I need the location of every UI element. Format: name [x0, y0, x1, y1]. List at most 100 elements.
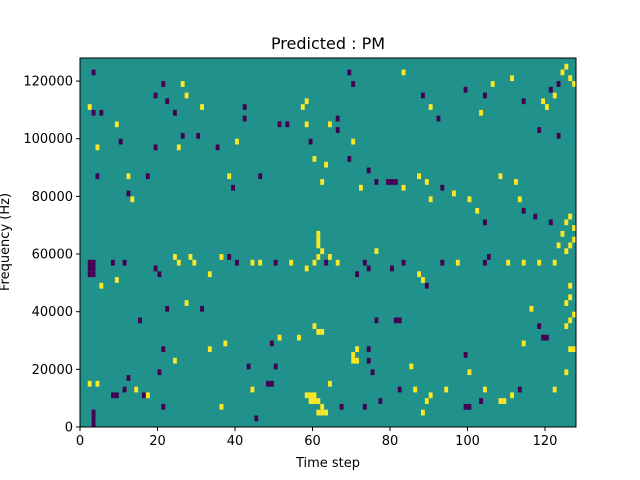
heatmap-cell: [312, 323, 317, 329]
heatmap-cell: [312, 156, 317, 162]
heatmap-cell: [250, 386, 255, 393]
heatmap-cell: [355, 357, 360, 364]
heatmap-cell: [401, 184, 406, 191]
heatmap-cell: [223, 340, 228, 347]
heatmap-cell: [560, 69, 565, 76]
heatmap-cell: [521, 98, 526, 105]
heatmap-cell: [111, 392, 115, 399]
heatmap-cell: [173, 109, 177, 116]
heatmap-cell: [436, 115, 441, 122]
heatmap-background: [80, 58, 576, 427]
heatmap-cell: [312, 259, 317, 266]
heatmap-cell: [219, 403, 224, 410]
heatmap-cell: [417, 173, 422, 180]
heatmap-cell: [479, 398, 484, 404]
heatmap-cell: [413, 386, 418, 393]
heatmap-cell: [200, 305, 205, 312]
heatmap-cell: [153, 144, 158, 151]
heatmap-cell: [285, 121, 290, 128]
heatmap-cell: [328, 380, 332, 387]
heatmap-cell: [87, 104, 92, 110]
heatmap-cell: [231, 184, 236, 191]
heatmap-cell: [176, 259, 181, 266]
heatmap-cell: [95, 144, 100, 151]
heatmap-cell: [564, 248, 569, 255]
heatmap-cell: [463, 86, 468, 93]
heatmap-cell: [235, 138, 239, 145]
heatmap-cell: [366, 167, 371, 174]
heatmap-cell: [428, 104, 433, 110]
heatmap-cell: [421, 277, 425, 283]
heatmap-cell: [312, 392, 317, 399]
heatmap-cell: [207, 346, 212, 353]
heatmap-cell: [572, 81, 577, 87]
y-tick-label: 0: [65, 421, 73, 436]
heatmap-cell: [320, 248, 325, 255]
heatmap-cell: [498, 173, 503, 180]
heatmap-cell: [335, 259, 340, 266]
heatmap-cell: [320, 328, 325, 335]
heatmap-cell: [145, 173, 150, 180]
heatmap-cell: [99, 282, 104, 289]
heatmap-cell: [258, 259, 263, 266]
heatmap-cell: [564, 323, 569, 329]
heatmap-cell: [490, 81, 495, 87]
y-axis-ticks: 0 20000 40000 60000 80000 100000 120000: [23, 75, 80, 436]
y-tick-label: 80000: [32, 190, 73, 205]
heatmap-cell: [362, 403, 367, 410]
heatmap-cell: [316, 328, 321, 335]
heatmap-cell: [320, 403, 325, 410]
heatmap-cell: [355, 271, 360, 278]
heatmap-cell: [161, 403, 166, 410]
heatmap-cell: [440, 259, 445, 266]
heatmap-cell: [277, 334, 282, 341]
heatmap-cell: [184, 300, 189, 306]
heatmap-cell: [347, 156, 352, 162]
heatmap-cell: [250, 259, 255, 266]
heatmap-cell: [409, 363, 414, 370]
heatmap-cell: [428, 392, 433, 399]
x-tick-label: 20: [149, 434, 166, 449]
x-tick-label: 120: [533, 434, 558, 449]
heatmap-cell: [483, 386, 487, 393]
heatmap-cell: [269, 340, 274, 347]
heatmap-cell: [483, 92, 487, 99]
heatmap-cell: [366, 357, 371, 364]
heatmap-cell: [541, 98, 546, 105]
heatmap-cell: [510, 392, 515, 399]
heatmap-cell: [289, 259, 294, 266]
heatmap-cell: [552, 92, 557, 99]
heatmap-cell: [266, 380, 270, 387]
heatmap-cell: [161, 346, 166, 353]
heatmap-cell: [324, 259, 329, 266]
heatmap-cell: [157, 369, 162, 376]
heatmap-cell: [91, 271, 96, 278]
heatmap-cell: [95, 173, 100, 180]
heatmap-cell: [308, 398, 313, 404]
heatmap-cell: [560, 230, 565, 237]
heatmap-cell: [304, 121, 309, 128]
heatmap-cell: [324, 161, 329, 168]
heatmap-cell: [351, 357, 356, 364]
heatmap-cell: [173, 254, 177, 260]
heatmap-cell: [142, 392, 146, 399]
heatmap-cell: [320, 179, 325, 185]
heatmap-cell: [304, 392, 309, 399]
heatmap-cell: [510, 75, 515, 82]
heatmap-cell: [572, 346, 577, 353]
heatmap-cell: [498, 398, 503, 404]
heatmap-cell: [397, 317, 402, 324]
heatmap-cell: [390, 179, 394, 185]
heatmap-cell: [347, 69, 352, 76]
heatmap-cell: [397, 386, 402, 393]
heatmap-cell: [196, 132, 201, 139]
heatmap-cell: [91, 259, 96, 266]
heatmap-cell: [134, 386, 139, 393]
heatmap-cell: [114, 121, 119, 128]
heatmap-cell: [300, 104, 305, 110]
heatmap-cell: [111, 259, 115, 266]
heatmap-cell: [486, 254, 491, 260]
heatmap-cell: [568, 242, 573, 249]
heatmap-cell: [556, 81, 561, 87]
y-tick-label: 20000: [32, 363, 73, 378]
